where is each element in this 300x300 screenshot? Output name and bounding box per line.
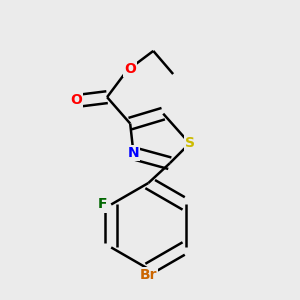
Text: O: O xyxy=(70,94,82,107)
Text: F: F xyxy=(98,197,108,212)
Text: O: O xyxy=(124,62,136,76)
Text: Br: Br xyxy=(140,268,157,282)
Text: S: S xyxy=(184,136,195,150)
Text: N: N xyxy=(128,146,139,160)
